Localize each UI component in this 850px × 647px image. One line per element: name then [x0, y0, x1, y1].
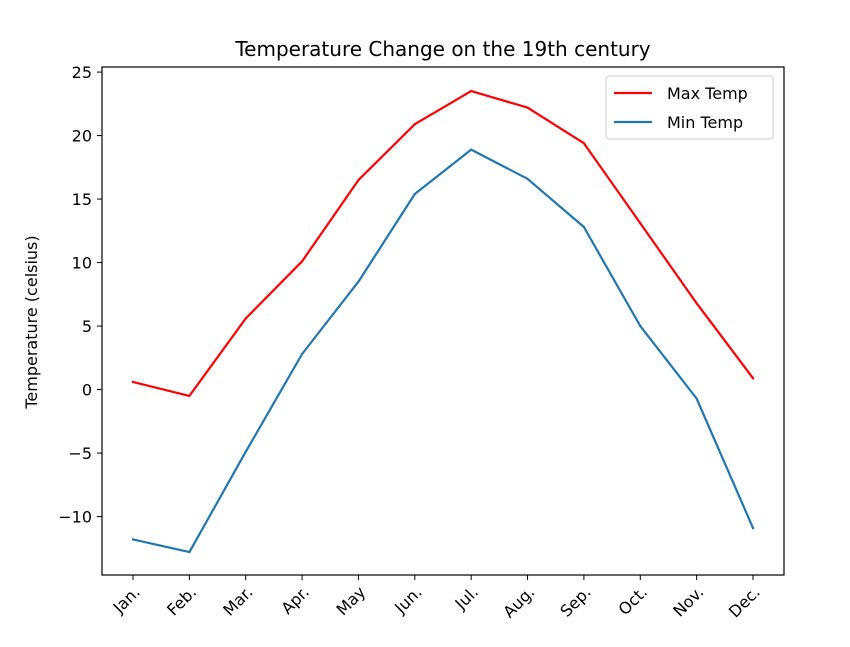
data-point: [413, 123, 416, 126]
data-point: [188, 551, 191, 554]
data-point: [357, 280, 360, 283]
y-tick-label: 20: [72, 127, 92, 146]
data-point: [526, 177, 529, 180]
data-point: [582, 225, 586, 229]
data-point: [357, 178, 360, 182]
y-tick-label: 15: [72, 190, 92, 209]
data-point: [244, 450, 247, 453]
chart-title: Temperature Change on the 19th century: [234, 37, 650, 61]
y-axis-ticks: −10 −5 0 5 10 15 20 25: [58, 63, 102, 527]
plot-area: [131, 89, 755, 554]
data-point: [526, 106, 529, 109]
data-point: [639, 324, 642, 328]
data-point: [470, 90, 473, 93]
data-point: [751, 526, 755, 530]
y-tick-label: 0: [82, 381, 92, 400]
legend-label-min-temp: Min Temp: [667, 113, 743, 132]
y-tick-label: 5: [82, 317, 92, 336]
legend: Max Temp Min Temp: [605, 75, 774, 140]
y-tick-label: −5: [68, 444, 92, 463]
data-point: [470, 148, 473, 151]
data-point: [751, 377, 755, 380]
series-line-min-temp: [131, 148, 755, 554]
data-point: [582, 142, 586, 145]
data-point: [300, 352, 304, 356]
data-point: [413, 192, 416, 196]
y-tick-label: −10: [58, 508, 92, 527]
series-line-max-temp: [131, 89, 755, 397]
y-tick-label: 25: [72, 63, 92, 82]
data-point: [639, 222, 642, 225]
data-point: [695, 302, 698, 305]
data-point: [244, 317, 247, 320]
data-point: [300, 260, 304, 263]
data-point: [695, 397, 698, 400]
data-point: [131, 380, 135, 384]
axes-frame: [101, 66, 785, 576]
y-tick-label: 10: [72, 254, 92, 273]
legend-box: [605, 75, 774, 140]
y-axis-label: Temperature (celsius): [22, 235, 41, 409]
data-point: [188, 394, 191, 398]
legend-label-max-temp: Max Temp: [667, 84, 748, 103]
data-point: [131, 538, 135, 541]
